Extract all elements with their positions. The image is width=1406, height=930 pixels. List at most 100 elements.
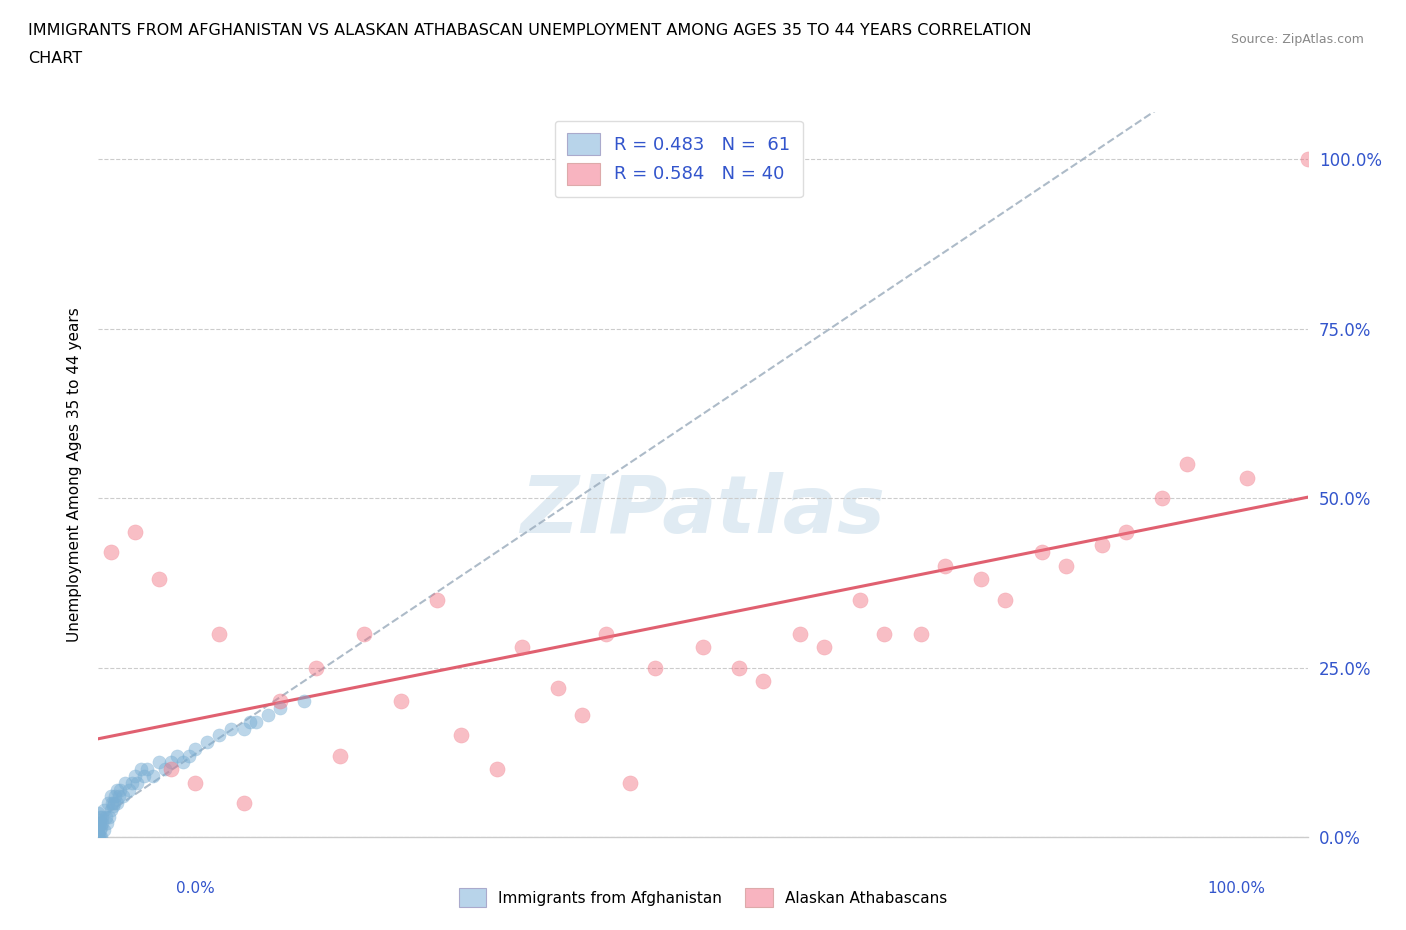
- Point: [994, 592, 1017, 607]
- Point: [105, 796, 128, 811]
- Point: [93, 803, 115, 817]
- Point: [547, 681, 569, 696]
- Point: [195, 735, 218, 750]
- Point: [87, 830, 110, 844]
- Point: [571, 708, 593, 723]
- Point: [172, 755, 194, 770]
- Point: [595, 626, 617, 641]
- Point: [329, 749, 352, 764]
- Point: [208, 626, 231, 641]
- Point: [353, 626, 375, 641]
- Point: [90, 819, 112, 834]
- Point: [269, 700, 291, 715]
- Point: [184, 776, 207, 790]
- Point: [91, 809, 114, 824]
- Point: [910, 626, 932, 641]
- Point: [87, 830, 110, 844]
- Legend: R = 0.483   N =  61, R = 0.584   N = 40: R = 0.483 N = 61, R = 0.584 N = 40: [554, 121, 803, 197]
- Point: [1236, 471, 1258, 485]
- Point: [849, 592, 872, 607]
- Point: [426, 592, 449, 607]
- Y-axis label: Unemployment Among Ages 35 to 44 years: Unemployment Among Ages 35 to 44 years: [66, 307, 82, 642]
- Point: [100, 545, 122, 560]
- Text: CHART: CHART: [28, 51, 82, 66]
- Text: ZIPatlas: ZIPatlas: [520, 472, 886, 550]
- Point: [89, 816, 111, 830]
- Point: [728, 660, 751, 675]
- Point: [153, 762, 176, 777]
- Point: [87, 830, 110, 844]
- Point: [160, 755, 183, 770]
- Point: [93, 823, 115, 838]
- Point: [89, 823, 111, 838]
- Point: [87, 826, 110, 841]
- Point: [94, 809, 117, 824]
- Text: 100.0%: 100.0%: [1208, 881, 1265, 896]
- Point: [98, 809, 121, 824]
- Point: [245, 714, 267, 729]
- Point: [510, 640, 533, 655]
- Point: [87, 816, 110, 830]
- Point: [89, 809, 111, 824]
- Point: [389, 694, 412, 709]
- Point: [100, 796, 122, 811]
- Point: [184, 741, 207, 756]
- Point: [813, 640, 835, 655]
- Point: [134, 768, 156, 783]
- Point: [127, 776, 149, 790]
- Point: [129, 762, 152, 777]
- Point: [124, 525, 146, 539]
- Point: [97, 796, 120, 811]
- Point: [305, 660, 328, 675]
- Point: [752, 673, 775, 688]
- Point: [232, 721, 254, 736]
- Point: [269, 694, 291, 709]
- Point: [221, 721, 243, 736]
- Point: [148, 572, 170, 587]
- Point: [96, 816, 118, 830]
- Point: [89, 830, 111, 844]
- Point: [135, 762, 157, 777]
- Point: [121, 776, 143, 790]
- Point: [87, 830, 110, 844]
- Point: [91, 816, 114, 830]
- Point: [104, 789, 127, 804]
- Point: [970, 572, 993, 587]
- Point: [166, 749, 188, 764]
- Point: [108, 789, 131, 804]
- Point: [87, 805, 110, 820]
- Point: [105, 782, 128, 797]
- Point: [1091, 538, 1114, 553]
- Point: [100, 789, 122, 804]
- Point: [103, 796, 125, 811]
- Point: [1152, 491, 1174, 506]
- Point: [208, 728, 231, 743]
- Point: [486, 762, 509, 777]
- Point: [108, 782, 131, 797]
- Point: [90, 830, 112, 844]
- Text: Source: ZipAtlas.com: Source: ZipAtlas.com: [1230, 33, 1364, 46]
- Point: [292, 694, 315, 709]
- Point: [101, 799, 124, 814]
- Point: [179, 749, 201, 764]
- Point: [111, 789, 134, 804]
- Point: [644, 660, 666, 675]
- Point: [1175, 457, 1198, 472]
- Text: 0.0%: 0.0%: [176, 881, 215, 896]
- Point: [87, 813, 110, 828]
- Point: [692, 640, 714, 655]
- Point: [789, 626, 811, 641]
- Point: [87, 819, 110, 834]
- Point: [256, 708, 278, 723]
- Legend: Immigrants from Afghanistan, Alaskan Athabascans: Immigrants from Afghanistan, Alaskan Ath…: [453, 883, 953, 913]
- Point: [1054, 558, 1077, 573]
- Point: [619, 776, 641, 790]
- Text: IMMIGRANTS FROM AFGHANISTAN VS ALASKAN ATHABASCAN UNEMPLOYMENT AMONG AGES 35 TO : IMMIGRANTS FROM AFGHANISTAN VS ALASKAN A…: [28, 23, 1032, 38]
- Point: [100, 803, 122, 817]
- Point: [160, 762, 183, 777]
- Point: [450, 728, 472, 743]
- Point: [873, 626, 896, 641]
- Point: [87, 823, 110, 838]
- Point: [1296, 152, 1319, 166]
- Point: [114, 776, 136, 790]
